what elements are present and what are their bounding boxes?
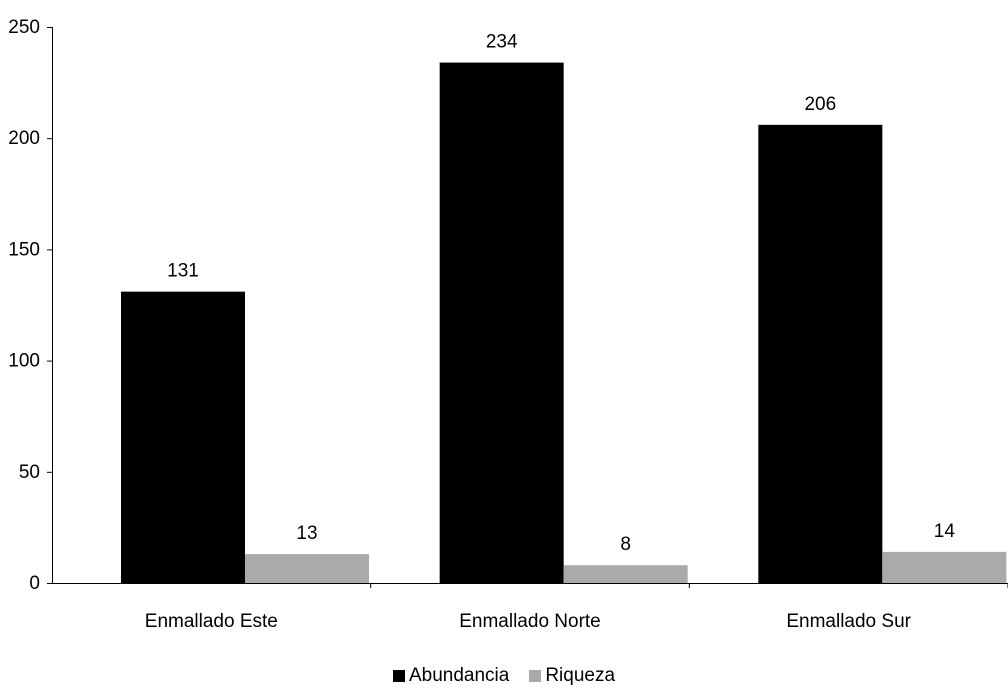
legend-label: Riqueza: [545, 665, 616, 686]
y-tick-label: 100: [8, 351, 40, 372]
y-axis-ticks: 0 50 100 150 200 250: [8, 17, 52, 594]
data-label: 234: [486, 32, 518, 53]
x-tick-label: Enmallado Sur: [786, 611, 911, 632]
y-tick-label: 0: [29, 573, 40, 594]
data-labels: 131 13 234 8 206 14: [167, 32, 955, 556]
y-tick-label: 250: [8, 17, 40, 38]
y-tick-label: 150: [8, 239, 40, 260]
legend-item-abundancia: Abundancia: [392, 665, 510, 687]
data-label: 14: [934, 521, 956, 542]
data-label: 131: [167, 261, 199, 282]
data-label: 13: [296, 523, 317, 544]
data-label: 206: [804, 94, 836, 115]
bars: [121, 62, 1008, 588]
bar-riqueza: [245, 554, 369, 583]
legend-item-riqueza: Riqueza: [529, 665, 615, 687]
x-axis-labels: Enmallado Este Enmallado Norte Enmallado S…: [145, 611, 912, 632]
legend-label: Abundancia: [408, 665, 510, 686]
bar-abundancia: [121, 291, 245, 583]
legend-swatch: [529, 670, 542, 682]
legend: Abundancia Riqueza: [0, 665, 1008, 687]
y-tick-label: 50: [19, 462, 40, 483]
bar-abundancia: [439, 62, 564, 584]
bar-riqueza: [882, 551, 1007, 583]
bar-riqueza: [563, 565, 688, 583]
x-tick-label: Enmallado Este: [145, 611, 278, 632]
bar-abundancia: [758, 124, 883, 583]
y-tick-label: 200: [8, 128, 40, 149]
legend-swatch: [392, 670, 405, 682]
data-label: 8: [620, 534, 631, 555]
x-tick-label: Enmallado Norte: [459, 611, 601, 632]
